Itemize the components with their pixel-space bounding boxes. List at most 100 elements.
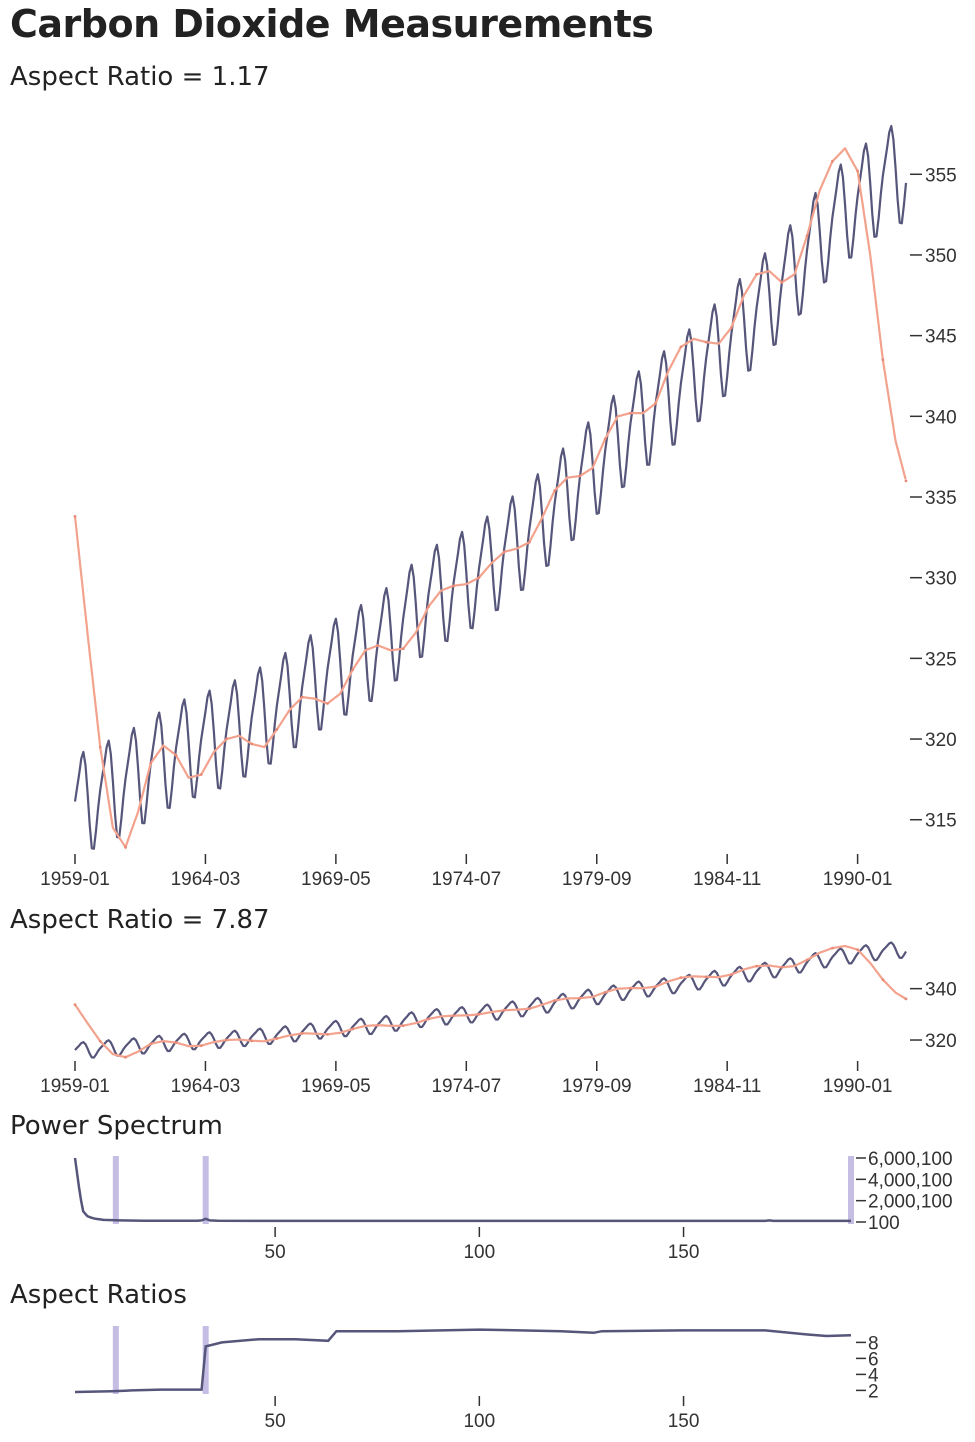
- chart1-trend-point: [730, 326, 733, 329]
- chart2-trend-point: [452, 1014, 456, 1017]
- chart2-x-tick-label: 1984-11: [693, 1076, 761, 1097]
- chart2-x-tick-label: 1979-09: [562, 1076, 632, 1097]
- chart2-y-tick-label: 320: [925, 1031, 957, 1052]
- chart2-trend-point: [401, 1024, 405, 1027]
- chart1-y-tick-label: 320: [925, 730, 957, 751]
- chart1-trend-point: [401, 647, 405, 651]
- chart2-trend-point: [755, 964, 758, 968]
- chart1-y-tick-label: 335: [925, 488, 957, 509]
- chart2-trend-point: [730, 973, 733, 976]
- page-title: Carbon Dioxide Measurements: [10, 2, 654, 46]
- spectrum-y-tick-label: 2,000,100: [868, 1192, 953, 1213]
- chart2-trend-point: [326, 1033, 329, 1036]
- chart2-trend-point: [73, 1003, 77, 1006]
- chart2-trend-point: [904, 997, 908, 1001]
- chart1-trend-point: [904, 479, 908, 483]
- chart2-trend-point: [856, 948, 859, 951]
- chart2-trend-point: [553, 999, 557, 1002]
- spectrum-highlight-bar: [848, 1156, 854, 1224]
- ratios-y-tick-label: 4: [868, 1365, 879, 1386]
- chart2-trend-point: [831, 946, 834, 950]
- chart1-trend-point: [477, 576, 481, 580]
- chart1-trend-point: [174, 753, 178, 757]
- chart1-x-tick-label: 1984-11: [693, 869, 761, 890]
- chart2-trend-point: [174, 1041, 178, 1044]
- spectrum-y-tick-label: 4,000,100: [868, 1170, 953, 1191]
- chart1-series-line-monthly: [73, 124, 908, 850]
- chart1-trend-point: [654, 402, 657, 405]
- spectrum-x-tick-label: 50: [265, 1242, 286, 1263]
- chart1-x-tick-label: 1964-03: [171, 869, 241, 890]
- ratios-y-tick-label: 8: [868, 1333, 879, 1354]
- chart1-trend-point: [149, 761, 153, 765]
- chart1-trend-point: [351, 668, 355, 672]
- spectrum-x-tick-label: 150: [668, 1242, 700, 1263]
- chart2-trend-point: [124, 1055, 127, 1059]
- chart1-trend-point: [704, 340, 708, 344]
- chart2-trend-point: [300, 1031, 304, 1035]
- chart1-x-tick-label: 1979-09: [562, 869, 632, 890]
- chart1-trend-point: [502, 550, 506, 554]
- chart1-trend-point: [755, 272, 758, 276]
- chart1-y-tick-label: 315: [925, 811, 957, 832]
- ratios-highlight-bar: [112, 1326, 119, 1394]
- chart2-trend-point: [427, 1017, 430, 1021]
- chart2-trend-point: [250, 1039, 254, 1043]
- ratios-highlight-bar: [202, 1326, 209, 1394]
- chart1-x-tick-label: 1969-05: [301, 869, 371, 890]
- chart2-trend-point: [629, 986, 632, 990]
- chart2-trend-point: [528, 1007, 531, 1011]
- chart1-series-line-smoothed: [73, 146, 907, 850]
- chart1-trend-point: [805, 234, 809, 238]
- chart1-trend-point: [300, 695, 304, 699]
- chart1-trend-point: [629, 411, 632, 415]
- ratios-x-tick-label: 100: [463, 1411, 495, 1432]
- chart2-trend-point: [881, 978, 885, 982]
- chart1-trend-point: [275, 728, 279, 731]
- chart2-trend-point: [603, 990, 607, 994]
- chart2-x-tick-label: 1969-05: [301, 1076, 371, 1097]
- chart-1-title: Aspect Ratio = 1.17: [10, 62, 270, 92]
- spectrum-y-tick-label: 100: [868, 1213, 900, 1234]
- chart1-trend-point: [780, 281, 784, 284]
- chart2-trend-point: [578, 996, 582, 1000]
- chart-4-title: Aspect Ratios: [10, 1280, 187, 1310]
- chart2-trend-point: [805, 958, 809, 962]
- ratios-x-tick-label: 50: [265, 1411, 286, 1432]
- chart1-trend-point: [376, 644, 380, 647]
- chart2-trend-point: [149, 1042, 153, 1046]
- chart1-trend-point: [73, 515, 77, 518]
- chart1-trend-point: [326, 702, 329, 705]
- chart2-trend-point: [780, 965, 784, 969]
- spectrum-highlight-bar: [202, 1156, 209, 1224]
- chart-3-title: Power Spectrum: [10, 1111, 223, 1141]
- chart1-trend-point: [578, 474, 582, 478]
- chart1-trend-point: [603, 437, 607, 441]
- chart2-trend-point: [275, 1037, 279, 1040]
- ratios-y-tick-label: 6: [868, 1349, 879, 1370]
- chart1-trend-point: [250, 742, 254, 746]
- chart1-trend-point: [881, 358, 885, 362]
- chart1-trend-point: [427, 605, 430, 609]
- chart1-trend-point: [553, 489, 557, 492]
- spectrum-x-tick-label: 100: [463, 1242, 495, 1263]
- co2-chart-aspect-1: 1959-01 1964-03 1969-05 1974-07 1979-09 1984-…: [40, 124, 957, 890]
- chart2-trend-point: [199, 1044, 203, 1048]
- chart1-x-tick-label: 1974-07: [431, 869, 501, 890]
- ratios-series-line: [74, 1328, 852, 1394]
- chart2-trend-point: [704, 975, 708, 979]
- chart1-trend-point: [124, 845, 127, 849]
- chart1-trend-point: [225, 737, 228, 741]
- chart2-trend-point: [477, 1012, 481, 1016]
- spectrum-highlight-bar: [112, 1156, 119, 1224]
- chart1-x-tick-label: 1959-01: [40, 869, 110, 890]
- chart2-series-line-smoothed: [74, 944, 907, 1059]
- chart2-trend-point: [654, 985, 657, 988]
- chart2-x-tick-label: 1974-07: [431, 1076, 501, 1097]
- chart1-trend-point: [452, 584, 456, 588]
- chart1-y-tick-label: 325: [925, 649, 957, 670]
- chart2-trend-point: [98, 1039, 102, 1043]
- chart2-x-tick-label: 1959-01: [40, 1076, 110, 1097]
